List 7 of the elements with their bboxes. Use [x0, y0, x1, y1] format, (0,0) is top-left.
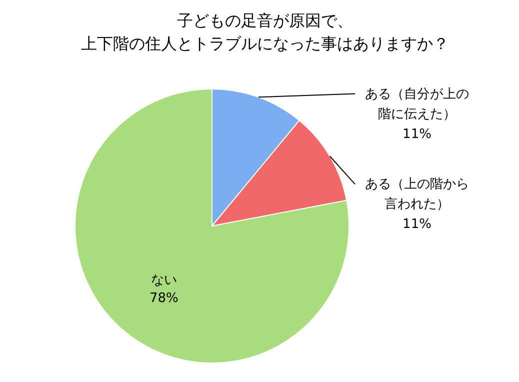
data-label: 11%: [402, 217, 432, 232]
slice-label: ある（上の階から言われた）: [365, 177, 469, 212]
data-label: 78%: [150, 291, 178, 306]
slice-label: ない: [150, 273, 177, 288]
chart-title: 子どもの足音が原因で、上下階の住人とトラブルになった事はありますか？: [81, 11, 449, 53]
data-label: 11%: [402, 126, 432, 142]
slice-label: ある（自分が上の階に伝えた）: [365, 86, 469, 122]
